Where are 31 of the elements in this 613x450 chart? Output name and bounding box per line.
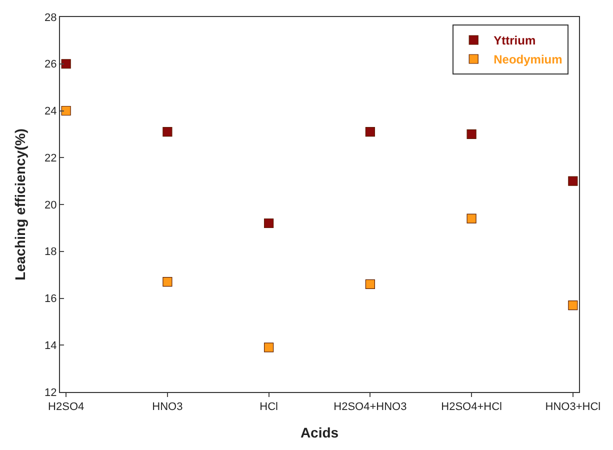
y-tick-label: 26 <box>44 58 57 71</box>
legend-label: Yttrium <box>494 34 536 48</box>
point <box>365 279 375 289</box>
point <box>162 127 172 137</box>
y-tick-label: 18 <box>44 246 57 258</box>
point <box>466 214 476 224</box>
point <box>568 176 578 186</box>
y-tick-label: 14 <box>44 340 57 352</box>
x-tick-label: HNO3+HCl <box>545 401 601 414</box>
x-tick-label: H2SO4+HCl <box>441 401 502 414</box>
point <box>466 129 476 139</box>
x-tick-label: HNO3 <box>152 401 183 414</box>
point <box>61 106 71 116</box>
legend-label: Neodymium <box>494 52 562 67</box>
x-tick-label: H2SO4+HNO3 <box>334 401 407 414</box>
point <box>365 127 375 137</box>
y-tick-label: 12 <box>44 386 57 399</box>
point <box>61 59 71 69</box>
point <box>264 218 274 228</box>
y-tick-label: 22 <box>44 152 57 164</box>
x-tick-label: HCl <box>260 401 278 414</box>
x-tick-label: H2SO4 <box>48 401 84 414</box>
point <box>568 300 578 310</box>
y-tick-label: 28 <box>44 12 57 24</box>
y-tick-label: 16 <box>44 293 57 306</box>
y-tick-label: 24 <box>44 106 57 118</box>
point <box>264 342 274 352</box>
point <box>162 277 172 287</box>
y-tick-label: 20 <box>44 199 57 212</box>
x-axis-title: Acids <box>300 424 339 440</box>
y-axis-title: Leaching efficiency(%) <box>12 128 28 280</box>
